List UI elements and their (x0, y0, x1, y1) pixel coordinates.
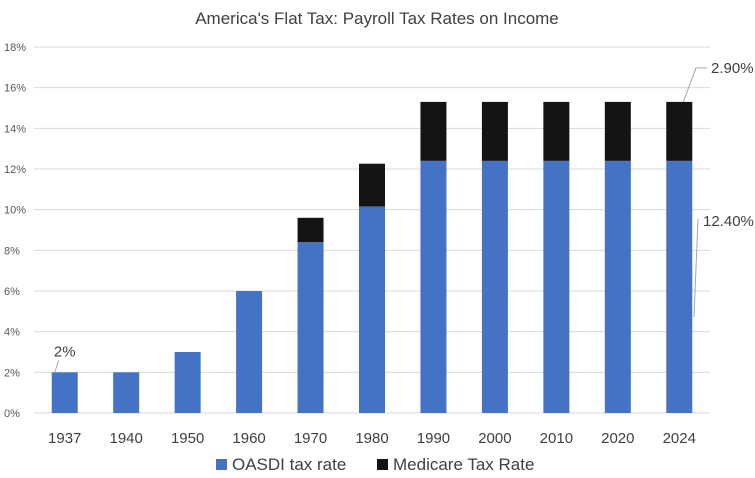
y-tick-label: 18% (4, 42, 26, 54)
legend-swatch-medicare (377, 459, 388, 470)
data-label-1937: 2% (54, 343, 76, 360)
bar-oasdi-1960 (236, 291, 263, 413)
y-tick-label: 0% (4, 408, 20, 420)
x-tick-label: 1960 (232, 430, 265, 447)
bar-medicare-1980 (359, 163, 385, 207)
x-tick-label: 1970 (294, 430, 327, 447)
bars (51, 101, 693, 413)
bar-oasdi-1940 (113, 372, 140, 413)
data-label-medicare-2024: 2.90% (711, 60, 754, 77)
y-axis-ticks: 0% 2% 4% 6% 8% 10% 12% 14% 16% 18% (4, 42, 26, 420)
x-axis-ticks: 1937 1940 1950 1960 1970 1980 1990 2000 2010 2020… (48, 430, 696, 447)
legend-label-oasdi: OASDI tax rate (232, 455, 346, 474)
bar-oasdi-1950 (174, 352, 201, 413)
y-tick-label: 12% (4, 164, 26, 176)
bar-oasdi-2000 (481, 160, 508, 413)
bar-medicare-2020 (604, 101, 631, 161)
y-tick-label: 8% (4, 245, 20, 257)
bar-oasdi-1970 (297, 242, 324, 413)
y-tick-label: 14% (4, 123, 26, 135)
bar-medicare-2010 (543, 101, 570, 161)
x-tick-label: 1940 (109, 430, 142, 447)
legend-label-medicare: Medicare Tax Rate (393, 455, 534, 474)
bar-oasdi-2020 (604, 160, 631, 413)
y-tick-label: 4% (4, 327, 20, 339)
x-tick-label: 2000 (478, 430, 511, 447)
leader-line (54, 360, 60, 373)
legend: OASDI tax rate Medicare Tax Rate (216, 455, 534, 474)
x-tick-label: 2010 (540, 430, 573, 447)
legend-swatch-oasdi (216, 459, 227, 470)
bar-oasdi-2024 (666, 160, 693, 413)
bar-oasdi-2010 (543, 160, 570, 413)
data-labels: 2% 12.40% 2.90% (54, 60, 754, 373)
x-tick-label: 2024 (663, 430, 696, 447)
x-tick-label: 1990 (417, 430, 450, 447)
bar-oasdi-1937 (51, 372, 78, 413)
leader-line (682, 67, 707, 103)
bar-medicare-1970 (297, 217, 324, 243)
x-tick-label: 1980 (355, 430, 388, 447)
y-tick-label: 10% (4, 205, 26, 217)
bar-medicare-2000 (481, 101, 508, 161)
x-tick-label: 2020 (601, 430, 634, 447)
bar-oasdi-1980 (359, 206, 385, 413)
bar-oasdi-1990 (420, 160, 447, 413)
data-label-oasdi-2024: 12.40% (703, 213, 754, 230)
bar-medicare-1990 (420, 101, 447, 161)
y-tick-label: 6% (4, 286, 20, 298)
x-tick-label: 1950 (171, 430, 204, 447)
x-tick-label: 1937 (48, 430, 81, 447)
bar-medicare-2024 (666, 101, 693, 161)
y-tick-label: 16% (4, 83, 26, 95)
chart-title: America's Flat Tax: Payroll Tax Rates on… (195, 9, 559, 28)
leader-line (693, 218, 699, 317)
y-tick-label: 2% (4, 367, 20, 379)
